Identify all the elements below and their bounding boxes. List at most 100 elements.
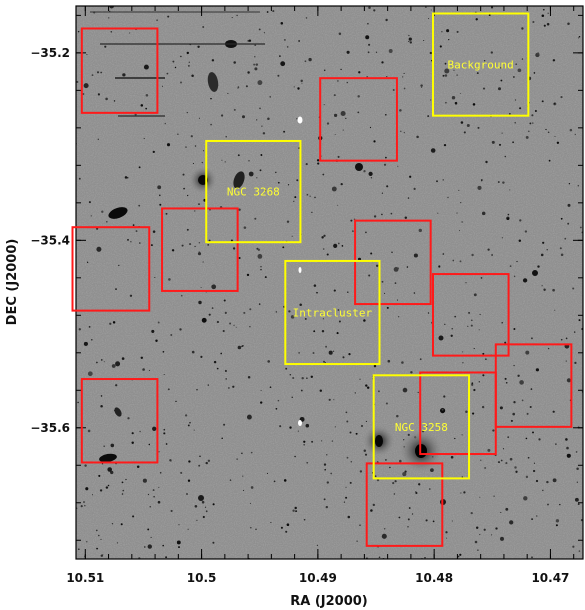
star-point: [547, 503, 549, 506]
star-point: [417, 391, 419, 393]
star-point: [409, 41, 412, 44]
star-point: [203, 150, 205, 152]
star-point: [403, 131, 405, 134]
star-point: [275, 171, 277, 174]
star-point: [456, 30, 459, 33]
star-point: [319, 389, 323, 392]
star-point: [235, 326, 237, 328]
star-point: [187, 194, 189, 197]
star-point: [430, 9, 432, 11]
star-point: [115, 361, 121, 367]
star-point: [287, 184, 290, 186]
star-point: [284, 39, 286, 41]
star-point: [540, 253, 544, 257]
star-point: [266, 11, 269, 13]
star-point: [188, 61, 190, 63]
star-point: [402, 472, 407, 477]
star-point: [392, 482, 395, 485]
star-point: [296, 118, 298, 120]
star-point: [451, 520, 453, 522]
star-point: [129, 32, 131, 34]
star-point: [331, 440, 334, 442]
star-point: [186, 228, 189, 231]
star-point: [394, 480, 397, 483]
star-point: [246, 273, 250, 277]
star-point: [118, 264, 120, 267]
star-point: [109, 6, 115, 9]
star-point: [187, 64, 190, 67]
star-point: [285, 530, 288, 533]
star-point: [419, 358, 422, 361]
star-point: [423, 39, 425, 42]
star-point: [498, 143, 502, 146]
star-point: [498, 87, 501, 91]
star-point: [201, 161, 204, 164]
star-point: [515, 470, 518, 473]
star-point: [233, 108, 236, 111]
star-point: [303, 440, 306, 443]
star-point: [275, 407, 278, 410]
star-point: [106, 220, 108, 223]
star-point: [159, 203, 162, 206]
star-point: [425, 519, 428, 522]
star-point: [476, 72, 479, 75]
star-point: [555, 443, 557, 445]
star-point: [475, 18, 478, 21]
star-point: [499, 406, 503, 410]
star-point: [531, 114, 534, 117]
star-point: [485, 358, 487, 360]
y-axis-ticks: −35.2 −35.4 −35.6: [30, 14, 583, 541]
star-point: [293, 86, 295, 88]
star-point: [402, 387, 408, 393]
star-point: [191, 350, 195, 354]
star-point: [373, 140, 376, 143]
star-point: [273, 480, 276, 483]
star-point: [552, 478, 557, 483]
star-point: [456, 74, 458, 76]
star-point: [513, 275, 516, 278]
star-point: [451, 328, 453, 330]
star-point: [111, 364, 116, 368]
star-point: [443, 395, 446, 398]
star-point: [297, 87, 300, 90]
star-point: [120, 523, 123, 526]
star-point: [260, 154, 263, 156]
star-point: [504, 341, 507, 344]
star-point: [507, 213, 510, 216]
star-point: [211, 307, 214, 309]
star-point: [345, 411, 348, 414]
star-point: [332, 350, 335, 352]
star-point: [159, 471, 162, 474]
star-point: [107, 467, 113, 472]
star-point: [397, 165, 399, 167]
star-point: [167, 15, 170, 18]
star-point: [189, 421, 191, 424]
star-point: [200, 355, 203, 358]
star-point: [152, 150, 155, 154]
star-point: [387, 359, 391, 363]
star-point: [347, 515, 351, 519]
star-point: [230, 239, 233, 242]
star-point: [326, 122, 330, 125]
star-point: [470, 319, 473, 322]
star-point: [559, 503, 561, 506]
red-field-box: [354, 219, 432, 306]
star-point: [532, 469, 536, 473]
star-point: [566, 446, 569, 450]
star-point: [342, 356, 345, 359]
star-point: [121, 481, 124, 484]
star-point: [514, 99, 517, 101]
star-point: [299, 303, 302, 307]
star-point: [478, 329, 480, 331]
star-point: [462, 351, 464, 353]
star-point: [237, 154, 240, 157]
star-point: [194, 145, 197, 147]
star-point: [143, 546, 146, 548]
star-point: [383, 528, 386, 530]
star-point: [538, 438, 541, 441]
star-point: [350, 461, 353, 463]
star-point: [326, 454, 328, 456]
star-point: [157, 185, 162, 190]
star-point: [224, 369, 227, 373]
star-point: [367, 22, 369, 25]
